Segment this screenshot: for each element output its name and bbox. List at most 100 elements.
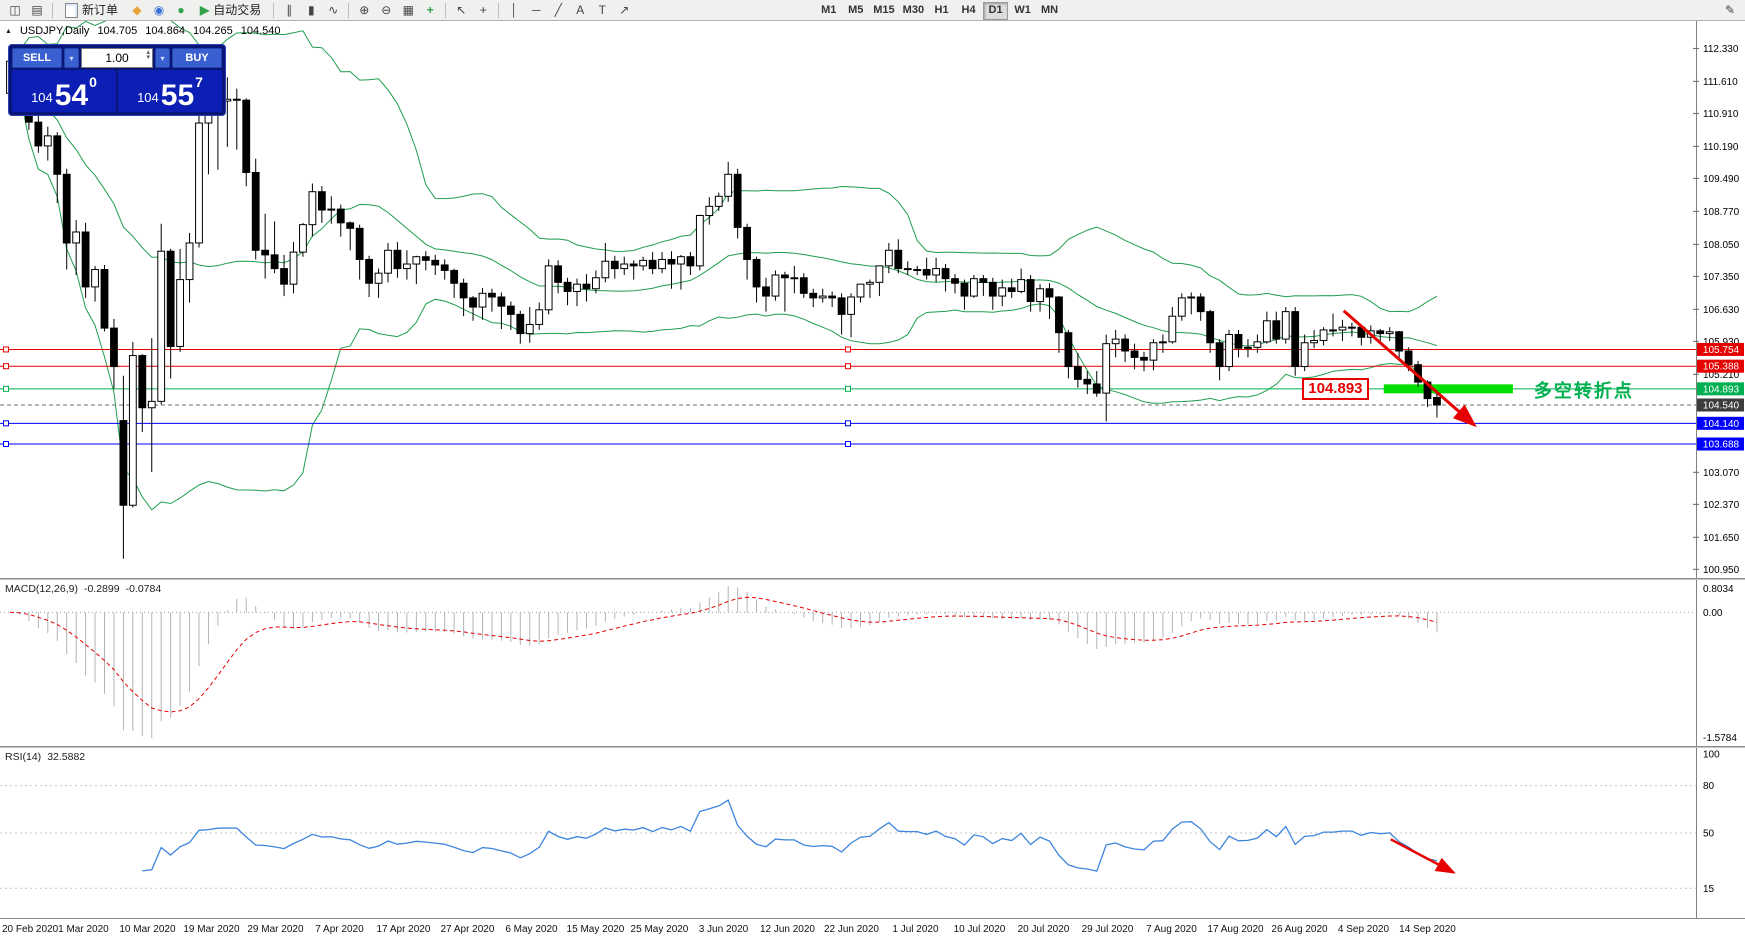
timeframe-H1-button[interactable]: H1 xyxy=(929,2,954,20)
lot-size-input[interactable]: 1.00 ▴ ▾ xyxy=(81,48,153,68)
price-annotation-label[interactable]: 104.893 xyxy=(1302,377,1369,400)
rsi-down-arrow-annotation[interactable] xyxy=(1390,838,1456,874)
line-handle[interactable] xyxy=(3,441,9,448)
lot-increase-button[interactable]: ▴ xyxy=(146,49,150,56)
svg-text:0.00: 0.00 xyxy=(1703,608,1723,619)
macd-label: MACD(12,26,9) -0.2899 -0.0784 xyxy=(5,583,161,595)
zoom-out-button[interactable]: ⊖ xyxy=(376,1,396,19)
autotrading-button[interactable]: ▶ 自动交易 xyxy=(193,1,268,19)
svg-text:108.770: 108.770 xyxy=(1703,207,1740,218)
svg-text:-1.5784: -1.5784 xyxy=(1703,733,1737,744)
rsi-pane[interactable]: 100 80 50 15 RSI(14) 32.5882 xyxy=(0,748,1745,918)
ohlc-open: 104.705 xyxy=(97,25,138,37)
date-label: 1 Mar 2020 xyxy=(58,924,109,935)
collapse-panel-icon[interactable]: ▲ xyxy=(5,27,12,35)
bar-chart-icon: ∥ xyxy=(286,3,293,17)
indicators-button[interactable]: + xyxy=(420,1,440,19)
rsi-canvas: 100 80 50 15 xyxy=(0,748,1720,918)
svg-text:110.910: 110.910 xyxy=(1703,109,1739,120)
autotrading-play-icon: ▶ xyxy=(200,3,210,17)
indicators-icon: + xyxy=(426,3,434,17)
favorites-icon: ● xyxy=(177,3,185,17)
line-handle[interactable] xyxy=(845,346,851,353)
new-chart-button[interactable]: ◫ xyxy=(5,1,25,19)
line-handle[interactable] xyxy=(845,420,851,427)
line-handle[interactable] xyxy=(3,420,9,427)
svg-text:100.950: 100.950 xyxy=(1703,565,1740,576)
main-chart-pane[interactable]: 112.330 111.610 110.910 110.190 109.490 108.7… xyxy=(0,21,1745,578)
new-order-label: 新订单 xyxy=(82,3,119,17)
arrows-button[interactable]: ↗ xyxy=(614,1,634,19)
svg-text:103.688: 103.688 xyxy=(1703,440,1740,451)
line-chart-button[interactable]: ∿ xyxy=(323,1,343,19)
bar-chart-button[interactable]: ∥ xyxy=(279,1,299,19)
date-label: 6 May 2020 xyxy=(505,924,558,935)
chart-profiles-button[interactable]: ▤ xyxy=(27,1,47,19)
line-handle[interactable] xyxy=(3,346,9,353)
svg-text:111.610: 111.610 xyxy=(1703,77,1738,88)
pane-separator[interactable] xyxy=(0,578,1745,580)
zoom-in-button[interactable]: ⊕ xyxy=(354,1,374,19)
sell-dropdown-button[interactable]: ▾ xyxy=(64,48,79,68)
trendline-button[interactable]: ╱ xyxy=(548,1,568,19)
line-handle[interactable] xyxy=(3,385,9,392)
timeframe-M5-button[interactable]: M5 xyxy=(843,2,868,20)
line-handle[interactable] xyxy=(3,363,9,370)
date-label: 7 Apr 2020 xyxy=(315,924,364,935)
timeframe-H4-button[interactable]: H4 xyxy=(956,2,981,20)
toolbar-separator xyxy=(445,2,447,18)
timeframe-M30-button[interactable]: M30 xyxy=(900,2,927,20)
buy-button[interactable]: BUY xyxy=(172,48,222,68)
date-label: 17 Aug 2020 xyxy=(1207,924,1264,935)
buy-dropdown-button[interactable]: ▾ xyxy=(155,48,170,68)
date-label: 3 Jun 2020 xyxy=(698,924,749,935)
buy-price-main: 55 xyxy=(160,78,195,112)
vertical-line-button[interactable]: │ xyxy=(504,1,524,19)
signals-button[interactable]: ◉ xyxy=(149,1,169,19)
lot-decrease-button[interactable]: ▾ xyxy=(146,54,150,62)
line-handle[interactable] xyxy=(845,363,851,370)
green-bar-annotation[interactable] xyxy=(1383,384,1513,394)
toolbar-separator xyxy=(348,2,350,18)
rsi-value: 32.5882 xyxy=(47,751,86,763)
toolbar: ◫ ▤ 新订单 ◆ ◉ ● ▶ 自动交易 ∥ ▮ ∿ ⊕ ⊖ ▦ + ↖ + │… xyxy=(0,0,1745,21)
timeframe-M1-button[interactable]: M1 xyxy=(816,2,841,20)
ohlc-low: 104.265 xyxy=(192,25,233,37)
turning-point-annotation[interactable]: 多空转折点 xyxy=(1533,380,1634,401)
line-handle[interactable] xyxy=(845,385,851,392)
text-button[interactable]: A xyxy=(570,1,590,19)
favorites-button[interactable]: ● xyxy=(171,1,191,19)
timeframe-MN-button[interactable]: MN xyxy=(1037,2,1062,20)
date-label: 7 Aug 2020 xyxy=(1146,924,1197,935)
svg-text:108.050: 108.050 xyxy=(1703,240,1740,251)
candles xyxy=(6,53,1441,559)
timeframe-D1-button[interactable]: D1 xyxy=(983,1,1009,20)
line-handle[interactable] xyxy=(845,441,851,448)
pane-separator[interactable] xyxy=(0,746,1745,748)
svg-text:107.350: 107.350 xyxy=(1703,272,1740,283)
macd-pane[interactable]: 0.8034 0.00 -1.5784 MACD(12,26,9) -0.2899 … xyxy=(0,580,1745,746)
tile-windows-button[interactable]: ▦ xyxy=(398,1,418,19)
date-label: 27 Apr 2020 xyxy=(440,924,495,935)
market-button[interactable]: ◆ xyxy=(127,1,147,19)
cursor-button[interactable]: ↖ xyxy=(451,1,471,19)
label-button[interactable]: T xyxy=(592,1,612,19)
macd-main-value: -0.2899 xyxy=(83,583,120,595)
price-axis: 112.330 111.610 110.910 110.190 109.490 108.7… xyxy=(1693,21,1740,578)
price-chart-canvas[interactable]: 112.330 111.610 110.910 110.190 109.490 108.7… xyxy=(0,21,1745,578)
date-axis[interactable]: 20 Feb 2020 1 Mar 2020 10 Mar 2020 19 Mar 2… xyxy=(0,918,1745,942)
new-order-button[interactable]: 新订单 xyxy=(58,1,125,19)
macd-signal-line xyxy=(9,596,1438,713)
crosshair-button[interactable]: + xyxy=(473,1,493,19)
horizontal-line-button[interactable]: ─ xyxy=(526,1,546,19)
svg-text:15: 15 xyxy=(1703,884,1715,895)
edit-button[interactable]: ✎ xyxy=(1720,1,1740,19)
sell-button[interactable]: SELL xyxy=(12,48,62,68)
candlestick-chart-button[interactable]: ▮ xyxy=(301,1,321,19)
sell-price-display[interactable]: 104 54 0 xyxy=(12,70,116,112)
buy-price-display[interactable]: 104 55 7 xyxy=(118,70,222,112)
down-arrow-annotation[interactable] xyxy=(1342,309,1477,428)
timeframe-W1-button[interactable]: W1 xyxy=(1010,2,1035,20)
timeframe-M15-button[interactable]: M15 xyxy=(870,2,897,20)
text-icon: A xyxy=(576,3,585,17)
